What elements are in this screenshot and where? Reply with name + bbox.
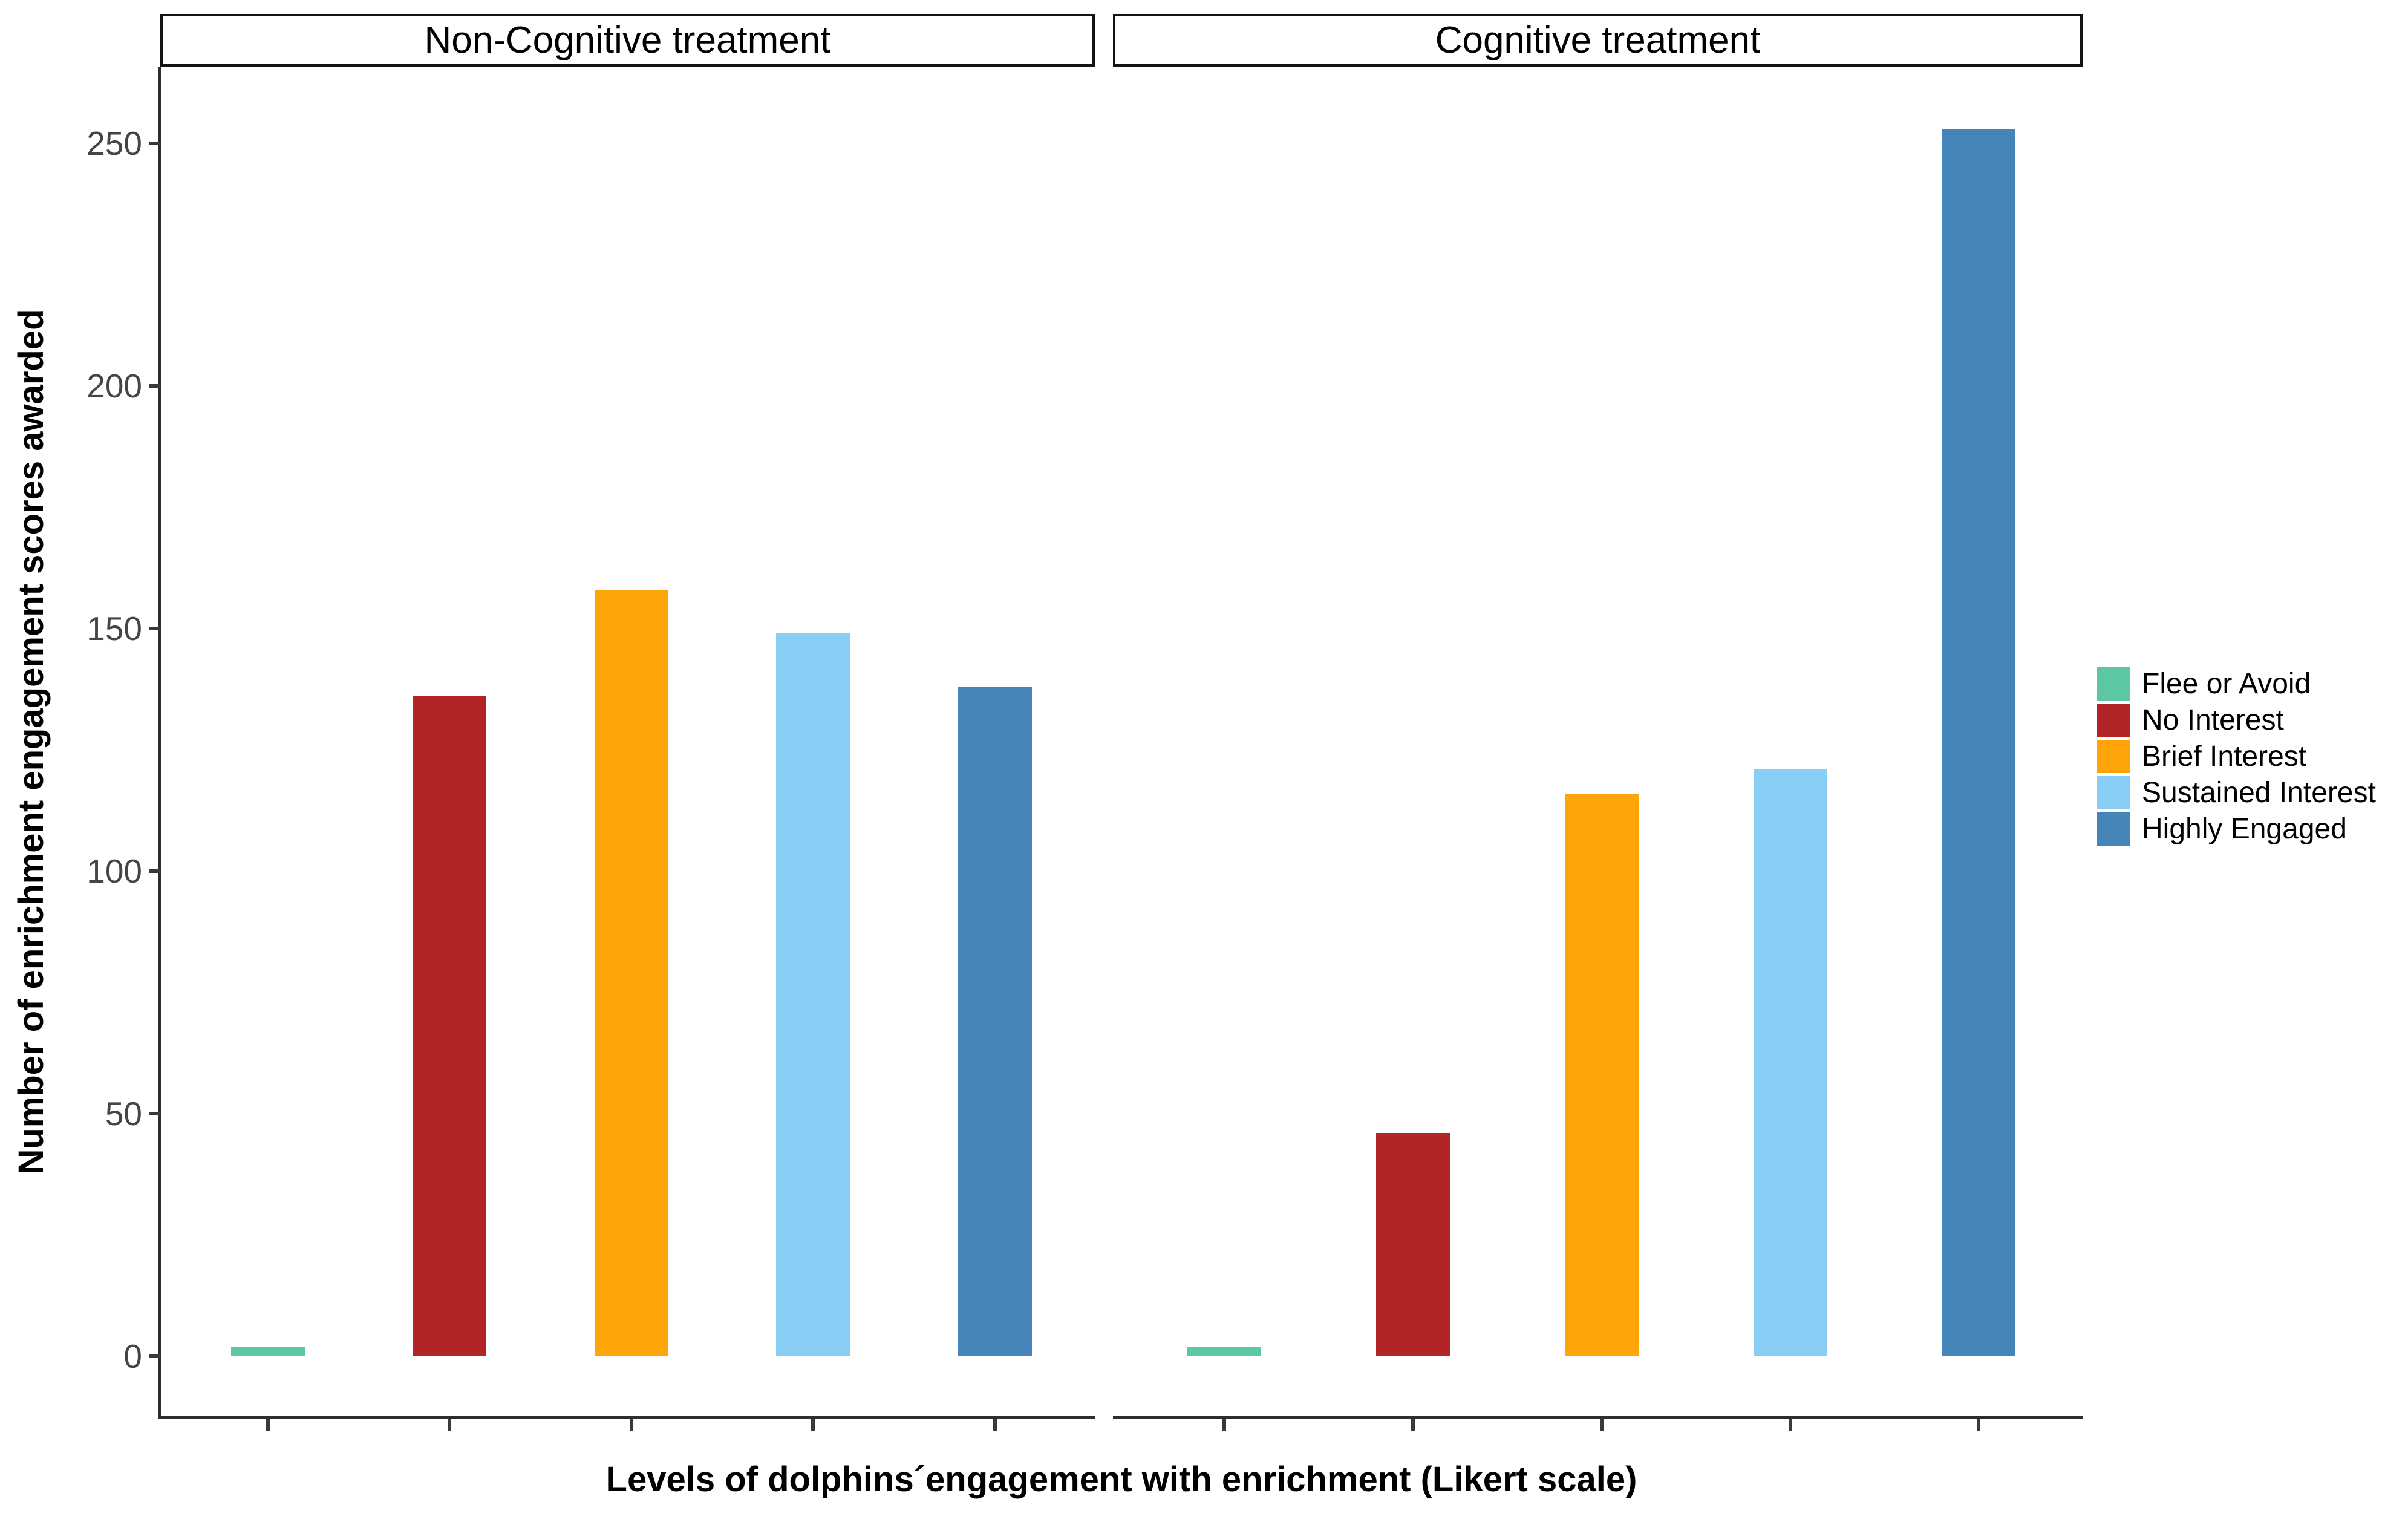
bar-non-cognitive-treatment-highly-engaged: [958, 687, 1032, 1356]
bar-non-cognitive-treatment-sustained-interest: [776, 633, 850, 1356]
legend-swatch: [2097, 812, 2130, 846]
legend-item-highly-engaged: Highly Engaged: [2097, 812, 2347, 846]
bar-cognitive-treatment-sustained-interest: [1754, 769, 1827, 1356]
legend-label: Flee or Avoid: [2142, 668, 2311, 700]
y-tick-label: 200: [86, 367, 142, 405]
y-tick-mark: [149, 627, 160, 630]
facet-title-label: Non-Cognitive treatment: [424, 19, 831, 61]
facet-title-non-cognitive: Non-Cognitive treatment: [160, 14, 1095, 67]
bar-non-cognitive-treatment-no-interest: [413, 696, 486, 1356]
legend-item-flee-or-avoid: Flee or Avoid: [2097, 667, 2311, 701]
y-tick-mark: [149, 142, 160, 145]
bar-non-cognitive-treatment-flee-or-avoid: [231, 1347, 305, 1356]
y-tick-mark: [149, 1354, 160, 1358]
legend-swatch: [2097, 740, 2130, 773]
bar-non-cognitive-treatment-brief-interest: [595, 590, 668, 1356]
bar-cognitive-treatment-brief-interest: [1565, 794, 1639, 1356]
x-tick-mark: [1222, 1419, 1226, 1431]
x-tick-mark: [266, 1419, 270, 1431]
facet-title-label: Cognitive treatment: [1435, 19, 1761, 61]
y-tick-mark: [149, 869, 160, 873]
x-tick-mark: [630, 1419, 633, 1431]
x-tick-mark: [1977, 1419, 1980, 1431]
legend-item-brief-interest: Brief Interest: [2097, 740, 2306, 773]
x-tick-mark: [993, 1419, 997, 1431]
bar-cognitive-treatment-highly-engaged: [1942, 129, 2015, 1356]
legend-label: No Interest: [2142, 704, 2284, 736]
x-axis-line-left-panel: [158, 1416, 1095, 1419]
x-tick-mark: [811, 1419, 815, 1431]
x-tick-mark: [448, 1419, 451, 1431]
x-tick-mark: [1411, 1419, 1415, 1431]
y-tick-label: 250: [86, 125, 142, 162]
legend-item-no-interest: No Interest: [2097, 704, 2284, 737]
legend-swatch: [2097, 776, 2130, 809]
y-tick-mark: [149, 384, 160, 388]
legend-label: Sustained Interest: [2142, 777, 2376, 809]
y-axis-line: [158, 67, 161, 1419]
x-tick-mark: [1600, 1419, 1604, 1431]
y-tick-label: 150: [86, 610, 142, 647]
x-tick-mark: [1789, 1419, 1792, 1431]
y-tick-label: 50: [105, 1095, 142, 1132]
legend-swatch: [2097, 667, 2130, 701]
bar-cognitive-treatment-flee-or-avoid: [1187, 1347, 1261, 1356]
facet-title-cognitive: Cognitive treatment: [1113, 14, 2083, 67]
legend-label: Brief Interest: [2142, 740, 2307, 772]
legend-label: Highly Engaged: [2142, 813, 2347, 845]
x-axis-line-right-panel: [1113, 1416, 2083, 1419]
legend-item-sustained-interest: Sustained Interest: [2097, 776, 2376, 809]
x-axis-title: Levels of dolphins´engagement with enric…: [605, 1460, 1637, 1499]
y-tick-label: 100: [86, 852, 142, 890]
bar-cognitive-treatment-no-interest: [1376, 1133, 1450, 1356]
y-tick-label: 0: [123, 1337, 142, 1375]
y-tick-mark: [149, 1112, 160, 1115]
legend-swatch: [2097, 704, 2130, 737]
y-axis-title: Number of enrichment engagement scores a…: [11, 309, 51, 1175]
